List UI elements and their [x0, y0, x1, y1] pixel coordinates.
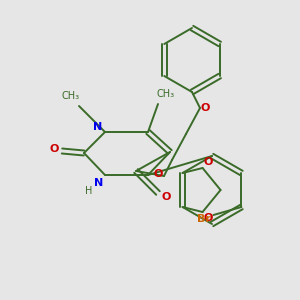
- Text: H: H: [85, 186, 93, 196]
- Text: CH₃: CH₃: [62, 91, 80, 101]
- Text: O: O: [49, 144, 59, 154]
- Text: N: N: [94, 178, 103, 188]
- Text: O: O: [204, 213, 213, 223]
- Text: O: O: [161, 192, 171, 202]
- Text: O: O: [200, 103, 210, 113]
- Text: N: N: [93, 122, 103, 132]
- Text: CH₃: CH₃: [157, 89, 175, 99]
- Text: O: O: [153, 169, 163, 179]
- Text: Br: Br: [196, 214, 210, 224]
- Text: O: O: [204, 157, 213, 167]
